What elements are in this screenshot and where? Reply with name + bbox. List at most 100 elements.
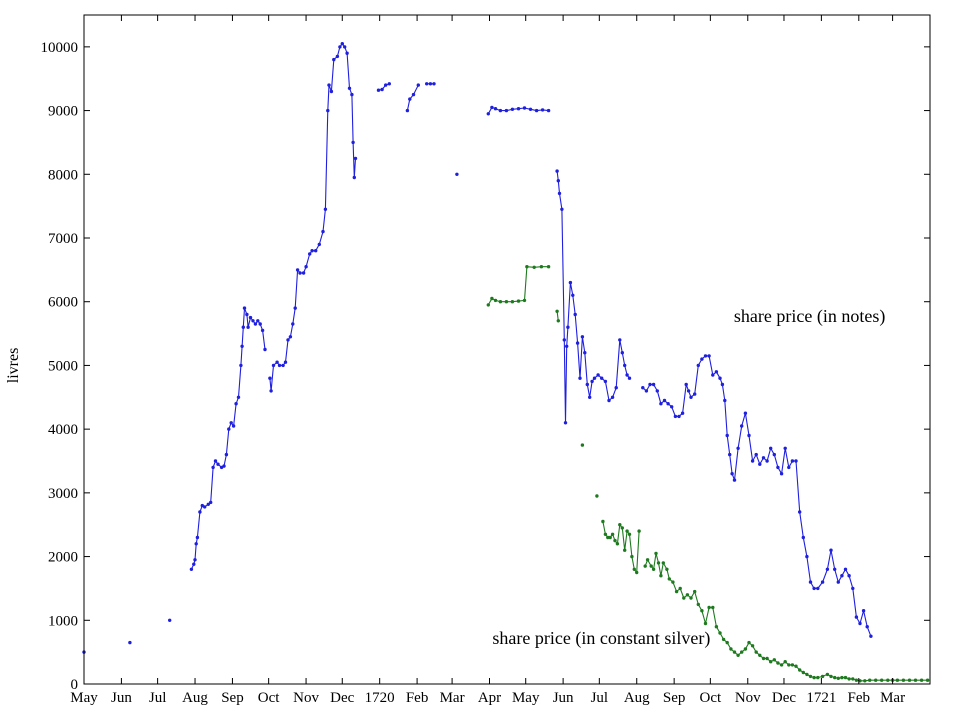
data-point bbox=[659, 574, 663, 578]
data-point bbox=[269, 389, 273, 393]
y-axis: 0 1000 2000 3000 4000 5000 6000 7000 8000 9000 100… bbox=[41, 40, 930, 693]
data-point bbox=[229, 421, 233, 425]
data-point bbox=[583, 351, 587, 355]
data-point bbox=[874, 678, 878, 682]
data-point bbox=[258, 322, 262, 326]
data-point bbox=[291, 322, 295, 326]
data-point bbox=[486, 112, 490, 116]
data-point bbox=[209, 500, 213, 505]
data-point bbox=[380, 87, 384, 92]
data-point bbox=[703, 621, 708, 626]
data-point bbox=[562, 338, 566, 342]
data-point bbox=[825, 672, 830, 677]
data-point bbox=[732, 650, 737, 654]
plot-layer bbox=[82, 42, 930, 683]
data-point bbox=[637, 529, 641, 533]
data-point bbox=[643, 564, 647, 568]
data-point bbox=[416, 83, 420, 87]
annotation-silver: share price (in constant silver) bbox=[492, 628, 710, 649]
data-point bbox=[486, 303, 490, 307]
data-point bbox=[286, 338, 290, 342]
data-point bbox=[585, 382, 589, 387]
data-point bbox=[805, 672, 809, 677]
data-point bbox=[730, 472, 734, 476]
data-point bbox=[608, 535, 612, 540]
data-point bbox=[504, 300, 509, 304]
data-point bbox=[700, 357, 704, 361]
data-point bbox=[240, 344, 244, 348]
data-point bbox=[606, 535, 610, 540]
data-point bbox=[571, 293, 575, 297]
data-point bbox=[693, 392, 697, 396]
data-point bbox=[248, 315, 253, 320]
series-line bbox=[406, 84, 419, 111]
data-point bbox=[630, 554, 634, 559]
data-point bbox=[801, 535, 805, 540]
data-point bbox=[833, 567, 837, 571]
data-point bbox=[566, 325, 570, 329]
x-tick-label: Sep bbox=[221, 690, 244, 706]
data-point bbox=[847, 574, 851, 578]
annotation-notes: share price (in notes) bbox=[734, 306, 885, 327]
data-point bbox=[326, 108, 330, 113]
y-tick-label: 4000 bbox=[48, 422, 78, 438]
data-point bbox=[314, 249, 318, 253]
data-point bbox=[194, 542, 198, 546]
data-point bbox=[743, 647, 748, 651]
data-point bbox=[304, 265, 308, 269]
y-tick-label: 10000 bbox=[41, 40, 79, 56]
data-point bbox=[525, 265, 529, 269]
data-point bbox=[840, 574, 844, 578]
data-point bbox=[783, 660, 787, 664]
data-point bbox=[271, 363, 276, 368]
data-point bbox=[761, 456, 766, 460]
data-point bbox=[546, 265, 551, 269]
data-point bbox=[627, 532, 632, 536]
data-point bbox=[234, 402, 238, 406]
data-point bbox=[534, 108, 539, 113]
data-point bbox=[384, 83, 388, 87]
data-point bbox=[723, 398, 727, 403]
data-point bbox=[532, 265, 536, 269]
data-point bbox=[575, 341, 580, 345]
data-point bbox=[776, 465, 780, 470]
data-point bbox=[411, 92, 416, 97]
data-point bbox=[627, 376, 632, 380]
data-point bbox=[858, 621, 862, 626]
data-point bbox=[808, 674, 813, 679]
x-tick-label: Feb bbox=[406, 690, 429, 706]
data-point bbox=[387, 82, 391, 86]
data-point bbox=[769, 660, 773, 664]
data-point bbox=[754, 650, 758, 654]
data-point bbox=[919, 678, 924, 682]
data-point bbox=[310, 249, 314, 253]
data-point bbox=[798, 510, 802, 514]
data-point bbox=[510, 107, 515, 112]
y-tick-label: 6000 bbox=[48, 295, 78, 311]
data-point bbox=[490, 105, 494, 110]
data-point bbox=[607, 398, 611, 403]
data-point bbox=[707, 605, 711, 610]
series-line bbox=[269, 42, 357, 391]
data-point bbox=[854, 615, 859, 619]
data-point bbox=[761, 656, 766, 661]
data-point bbox=[246, 325, 250, 329]
data-point bbox=[560, 207, 564, 211]
data-point bbox=[350, 92, 354, 97]
data-point bbox=[625, 529, 629, 533]
data-point bbox=[376, 88, 381, 92]
data-point bbox=[787, 465, 791, 470]
data-point bbox=[408, 97, 412, 101]
data-point bbox=[696, 363, 700, 368]
data-point bbox=[812, 586, 816, 591]
data-point bbox=[195, 535, 200, 540]
data-point bbox=[740, 424, 744, 428]
data-point bbox=[540, 108, 545, 112]
data-point bbox=[573, 312, 577, 317]
x-tick-label: Apr bbox=[478, 690, 501, 706]
data-point bbox=[829, 548, 833, 552]
x-axis: May Jun Jul Aug Sep Oct Nov Dec 1720 Feb Mar Apr May… bbox=[70, 15, 905, 706]
data-point bbox=[277, 363, 282, 368]
data-point bbox=[522, 106, 527, 110]
